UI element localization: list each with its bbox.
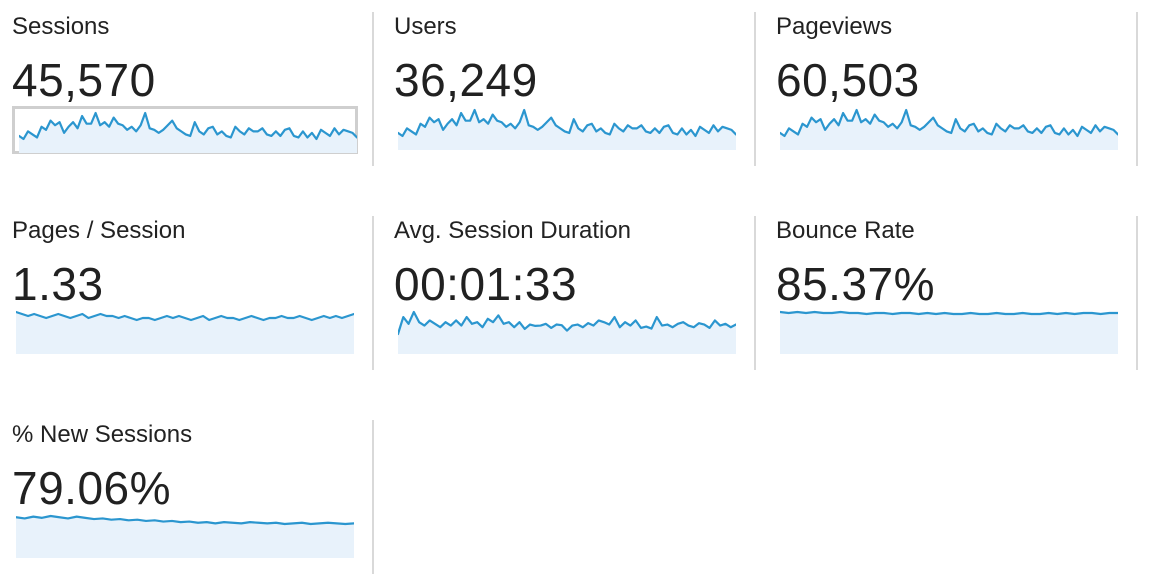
sparkline-area bbox=[19, 113, 357, 153]
metric-tile-new-sessions[interactable]: % New Sessions 79.06% bbox=[0, 408, 372, 568]
column-divider bbox=[372, 216, 374, 370]
new-sessions-sparkline bbox=[16, 514, 354, 558]
sparkline-line bbox=[19, 111, 357, 141]
column-divider bbox=[1136, 216, 1138, 370]
metric-label: % New Sessions bbox=[12, 421, 193, 448]
metric-value: 00:01:33 bbox=[394, 258, 578, 310]
metric-value: 79.06% bbox=[12, 462, 172, 514]
pageviews-sparkline bbox=[780, 108, 1118, 150]
metric-value: 36,249 bbox=[394, 54, 538, 106]
sparkline-area bbox=[16, 516, 354, 558]
metric-value: 60,503 bbox=[776, 54, 920, 106]
sparkline-box[interactable] bbox=[12, 310, 358, 358]
sparkline-box[interactable] bbox=[394, 106, 740, 154]
column-divider bbox=[1136, 12, 1138, 166]
sparkline-area bbox=[780, 312, 1118, 354]
sessions-sparkline bbox=[19, 111, 357, 153]
pages-per-session-sparkline bbox=[16, 310, 354, 354]
sparkline-line bbox=[16, 514, 354, 526]
metric-label: Users bbox=[394, 13, 457, 40]
sparkline-line bbox=[780, 310, 1118, 316]
sparkline-box[interactable] bbox=[12, 106, 358, 154]
column-divider bbox=[754, 216, 756, 370]
metric-tile-bounce-rate[interactable]: Bounce Rate 85.37% bbox=[764, 204, 1136, 364]
bounce-rate-sparkline bbox=[780, 310, 1118, 354]
column-divider bbox=[754, 12, 756, 166]
sparkline-box[interactable] bbox=[776, 106, 1122, 154]
metric-value: 45,570 bbox=[12, 54, 156, 106]
metric-value: 85.37% bbox=[776, 258, 936, 310]
metric-tile-sessions[interactable]: Sessions 45,570 bbox=[0, 0, 372, 160]
column-divider bbox=[372, 12, 374, 166]
sparkline-area bbox=[398, 110, 736, 150]
metric-tile-pageviews[interactable]: Pageviews 60,503 bbox=[764, 0, 1136, 160]
sparkline-area bbox=[780, 110, 1118, 150]
sparkline-line bbox=[398, 310, 736, 336]
metric-label: Avg. Session Duration bbox=[394, 217, 632, 244]
users-sparkline bbox=[398, 108, 736, 150]
sparkline-box[interactable] bbox=[12, 514, 358, 562]
avg-session-duration-sparkline bbox=[398, 310, 736, 354]
metric-tile-users[interactable]: Users 36,249 bbox=[382, 0, 754, 160]
sparkline-box[interactable] bbox=[776, 310, 1122, 358]
metric-label: Pageviews bbox=[776, 13, 893, 40]
sparkline-line bbox=[16, 310, 354, 322]
metric-label: Pages / Session bbox=[12, 217, 186, 244]
column-divider bbox=[372, 420, 374, 574]
sparkline-area bbox=[16, 312, 354, 354]
metric-tile-avg-session-duration[interactable]: Avg. Session Duration 00:01:33 bbox=[382, 204, 754, 364]
metric-label: Sessions bbox=[12, 13, 110, 40]
sparkline-area bbox=[398, 312, 736, 354]
metric-value: 1.33 bbox=[12, 258, 104, 310]
sparkline-line bbox=[398, 108, 736, 138]
metric-tile-pages-per-session[interactable]: Pages / Session 1.33 bbox=[0, 204, 372, 364]
sparkline-line bbox=[780, 108, 1118, 138]
sparkline-box[interactable] bbox=[394, 310, 740, 358]
metric-label: Bounce Rate bbox=[776, 217, 915, 244]
